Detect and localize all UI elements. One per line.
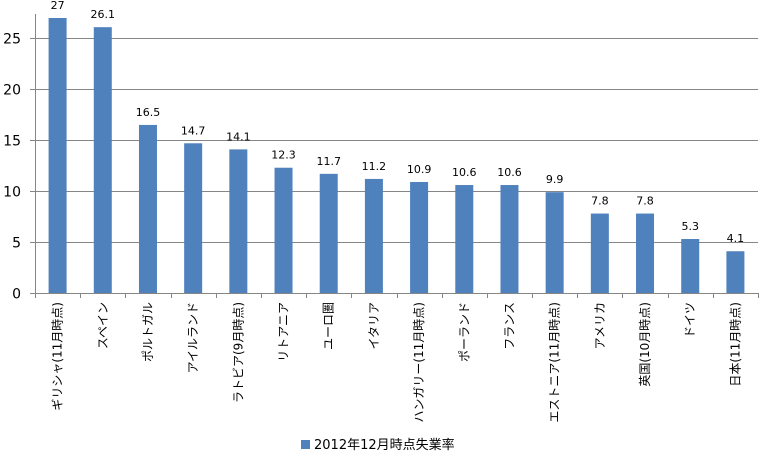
bar [636, 213, 655, 293]
y-tick-label: 20 [3, 83, 21, 99]
category-label: ポーランド [457, 302, 471, 362]
data-labels: 27 26.1 16.5 14.7 14.1 12.3 11.7 11.2 10.9 10.6 10… [51, 0, 745, 245]
category-label: アイルランド [186, 302, 200, 373]
data-label: 10.6 [497, 166, 522, 179]
y-tick-label: 25 [3, 32, 21, 48]
bar [274, 167, 293, 293]
data-label: 27 [51, 0, 65, 12]
category-label: ラトビア(9月時点) [231, 302, 245, 403]
category-label: スペイン [96, 302, 110, 349]
bar [681, 239, 700, 293]
data-label: 10.9 [407, 163, 432, 176]
category-labels: ギリシャ(11月時点) スペイン ポルトガル アイルランド ラトビア(9月時点) リトアニ… [51, 302, 743, 423]
category-label: エストニア(11月時点) [548, 302, 562, 423]
legend: 2012年12月時点失業率 [301, 437, 455, 453]
data-label: 14.7 [181, 124, 206, 137]
category-label: リトアニア [277, 302, 291, 362]
y-tick-label: 5 [12, 236, 21, 252]
category-label: ユーロ圏 [322, 302, 336, 350]
bar [545, 192, 564, 293]
legend-label: 2012年12月時点失業率 [314, 437, 455, 453]
y-axis-ticks: 0 5 10 15 20 25 [3, 32, 21, 303]
category-label: フランス [502, 302, 516, 350]
bar [500, 185, 519, 293]
data-label: 5.3 [681, 220, 699, 233]
bars [48, 18, 745, 294]
data-label: 11.2 [362, 160, 387, 173]
bar [48, 18, 67, 293]
bar [184, 143, 203, 293]
bar [410, 181, 429, 293]
data-label: 12.3 [271, 149, 296, 162]
y-tick-label: 0 [12, 287, 21, 303]
data-label: 11.7 [316, 155, 341, 168]
category-label: ドイツ [683, 302, 697, 338]
category-label: 日本(11月時点) [728, 302, 742, 387]
category-label: イタリア [367, 302, 381, 350]
bar [455, 185, 474, 293]
data-label: 10.6 [452, 166, 477, 179]
data-label: 7.8 [591, 195, 609, 208]
data-label: 7.8 [636, 195, 654, 208]
category-label: ギリシャ(11月時点) [51, 302, 65, 411]
bar [590, 213, 609, 293]
category-label: ポルトガル [141, 302, 155, 362]
bar [93, 27, 112, 294]
y-tick-label: 15 [3, 134, 21, 150]
data-label: 4.1 [727, 232, 745, 245]
category-label: ハンガリー(11月時点) [412, 302, 426, 423]
bar [319, 173, 338, 293]
data-label: 16.5 [136, 106, 161, 119]
bar [726, 251, 745, 293]
category-label: アメリカ [593, 302, 607, 349]
data-label: 26.1 [91, 8, 116, 21]
data-label: 9.9 [546, 173, 564, 186]
y-tick-label: 10 [3, 185, 21, 201]
legend-swatch [301, 440, 310, 449]
bar [138, 124, 157, 293]
bar [229, 149, 248, 293]
data-label: 14.1 [226, 130, 251, 143]
category-label: 英国(10月時点) [638, 302, 652, 387]
bar [364, 178, 383, 293]
